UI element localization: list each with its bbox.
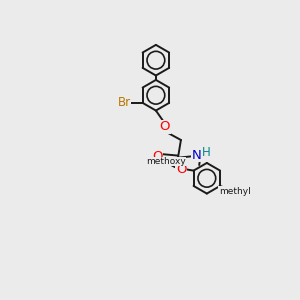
Text: O: O	[160, 120, 170, 133]
Text: O: O	[152, 150, 163, 163]
Text: N: N	[192, 149, 202, 162]
Text: methoxy: methoxy	[146, 157, 186, 166]
Text: methyl: methyl	[219, 187, 251, 196]
Text: Br: Br	[118, 96, 130, 110]
Text: H: H	[202, 146, 210, 159]
Text: O: O	[176, 163, 187, 176]
